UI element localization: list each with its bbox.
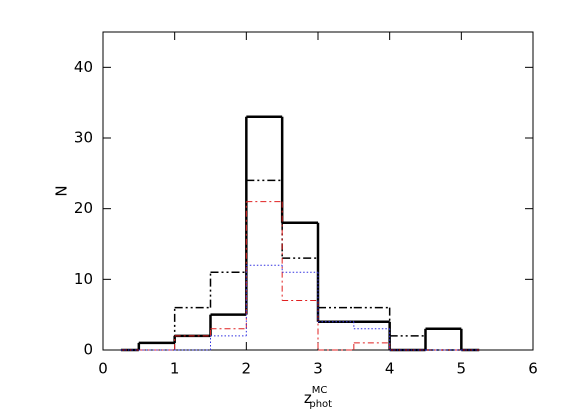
y-tick-label: 40 xyxy=(74,58,93,76)
x-axis-label: zMC phot xyxy=(304,385,332,410)
x-tick-label: 4 xyxy=(385,360,395,378)
y-tick-label: 30 xyxy=(74,129,93,147)
x-tick-label: 2 xyxy=(242,360,252,378)
x-tick-label: 0 xyxy=(98,360,108,378)
x-label-sub: phot xyxy=(309,399,332,410)
x-tick-label: 1 xyxy=(170,360,180,378)
x-tick-label: 3 xyxy=(313,360,323,378)
x-tick-label: 6 xyxy=(528,360,538,378)
x-label-sup: MC xyxy=(312,385,328,396)
y-tick-label: 10 xyxy=(74,270,93,288)
y-axis-label: N xyxy=(53,185,71,196)
y-tick-label: 0 xyxy=(83,341,93,359)
y-tick-label: 20 xyxy=(74,199,93,217)
x-label-base: z xyxy=(304,389,312,407)
x-tick-label: 5 xyxy=(457,360,467,378)
